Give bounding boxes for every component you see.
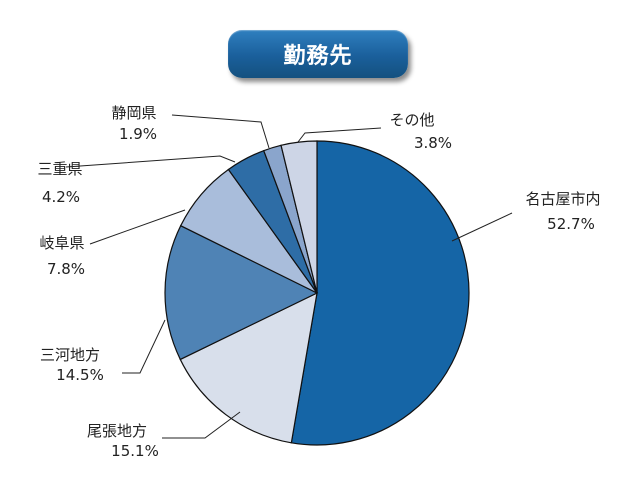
pie-slice-1 xyxy=(290,140,470,446)
slice-name-label: 三重県 xyxy=(37,160,82,178)
leader-line-6 xyxy=(171,114,270,149)
leader-line-3 xyxy=(122,319,166,374)
pie-slice-7 xyxy=(280,140,318,294)
pie-slice-2 xyxy=(179,291,318,444)
slice-value-label: 4.2% xyxy=(42,188,80,206)
slice-value-label: 14.5% xyxy=(56,366,104,384)
leader-line-1 xyxy=(451,212,513,242)
slice-name-label: 名古屋市内 xyxy=(525,190,600,208)
slice-value-label: 52.7% xyxy=(547,215,595,233)
leader-line-4 xyxy=(89,209,186,245)
slice-value-label: 1.9% xyxy=(119,125,157,143)
slice-name-label: 三河地方 xyxy=(40,346,100,364)
leader-line-2 xyxy=(162,411,241,439)
slice-value-label: 7.8% xyxy=(47,260,85,278)
slice-value-label: 15.1% xyxy=(111,442,159,460)
slice-value-label: 3.8% xyxy=(414,134,452,152)
slice-name-label: 静岡県 xyxy=(111,104,156,122)
chart-title: 勤務先 xyxy=(228,30,408,78)
slice-name-label: 尾張地方 xyxy=(87,422,147,440)
leader-line-5 xyxy=(65,155,236,168)
slice-name-label: その他 xyxy=(389,111,434,129)
pie-slice-3 xyxy=(164,224,319,361)
slice-name-label: 岐阜県 xyxy=(39,234,84,252)
leader-line-7 xyxy=(297,127,382,143)
